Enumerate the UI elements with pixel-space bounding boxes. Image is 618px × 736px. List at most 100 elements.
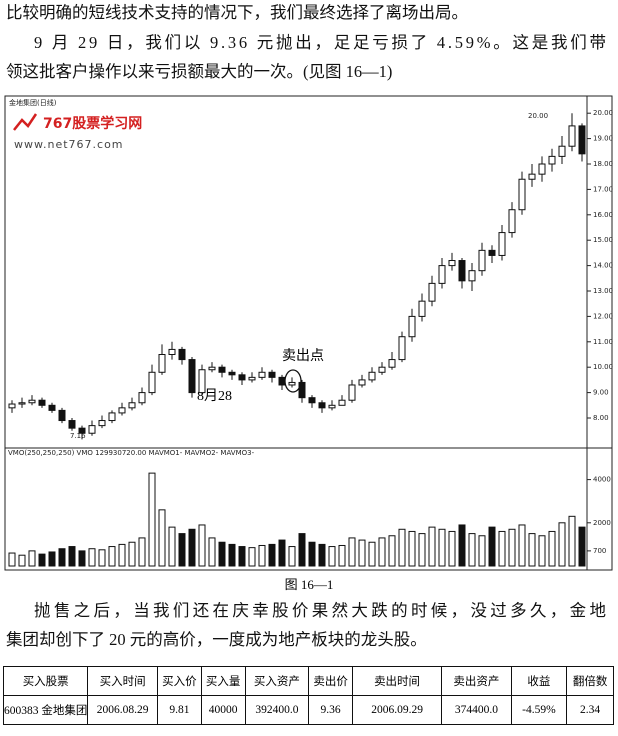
candle-body	[308, 397, 316, 404]
v-tick-label: 2000	[593, 519, 611, 527]
volume-bar	[108, 546, 116, 567]
y-tick-label: 12.00	[593, 312, 613, 320]
y-tick-label: 15.00	[593, 236, 613, 244]
volume-bar	[188, 528, 196, 567]
table-cell: -4.59%	[510, 695, 568, 725]
candle-body	[298, 381, 306, 399]
table-cell: 买入资产	[244, 666, 310, 696]
candle-body	[488, 249, 496, 256]
candle-body	[148, 371, 156, 394]
v-tick-label: 700	[593, 547, 606, 555]
table-cell: 买入股票	[2, 666, 89, 696]
volume-bar	[458, 524, 466, 567]
candle-body	[18, 402, 26, 405]
sell-label: 卖出点	[282, 348, 324, 364]
volume-bar	[518, 524, 526, 567]
volume-bar	[478, 535, 486, 567]
candle-body	[78, 427, 86, 434]
volume-bar	[38, 553, 46, 567]
candle-body	[418, 300, 426, 317]
volume-bar	[158, 509, 166, 567]
volume-bar	[558, 522, 566, 567]
high-label: 20.00	[528, 112, 548, 120]
volume-bar	[298, 533, 306, 567]
candle-body	[408, 315, 416, 338]
chart-frame	[4, 95, 613, 571]
volume-bar	[548, 530, 556, 567]
volume-bar	[398, 528, 406, 567]
table-cell: 收益	[510, 666, 568, 696]
y-tick-label: 8.00	[593, 414, 609, 422]
volume-bar	[218, 541, 226, 567]
candle-body	[428, 282, 436, 302]
volume-bar	[148, 472, 156, 567]
date-label: 8月28	[197, 388, 232, 404]
volume-bar	[288, 546, 296, 567]
volume-bar	[368, 541, 376, 567]
candle-body	[118, 407, 126, 414]
volume-bar	[198, 524, 206, 567]
table-cell: 买入价	[156, 666, 202, 696]
candle-body	[238, 374, 246, 381]
y-tick-label: 11.00	[593, 338, 613, 346]
candle-body	[38, 399, 46, 406]
candle-body	[558, 145, 566, 157]
candle-body	[358, 379, 366, 386]
y-tick-label: 19.00	[593, 135, 613, 143]
volume-bar	[468, 533, 476, 567]
table-cell: 卖出价	[308, 666, 353, 696]
candle-body	[268, 371, 276, 378]
table-cell: 2.34	[566, 695, 614, 725]
candle-body	[328, 404, 336, 409]
volume-title: VMO(250,250,250) VMO 129930720.00 MAVMO1…	[8, 449, 255, 457]
document: 金地集团(日线) 767股票学习网 www.net767.com 20.00 7…	[4, 3, 613, 649]
volume-bar	[88, 548, 96, 567]
candle-body	[398, 336, 406, 361]
volume-bar	[488, 526, 496, 567]
volume-bar	[568, 515, 576, 567]
candle-body	[48, 404, 56, 411]
logo-icon	[13, 113, 38, 131]
y-tick-label: 10.00	[593, 363, 613, 371]
table-cell: 392400.0	[244, 695, 310, 725]
table-cell: 600383 金地集团	[2, 695, 89, 725]
volume-bar	[208, 537, 216, 567]
candle-body	[248, 376, 256, 381]
paragraph-line: 集团却创下了 20 元的高价，一度成为地产板块的龙头股。	[6, 630, 427, 649]
candle-body	[578, 125, 586, 155]
candle-body	[98, 420, 106, 427]
volume-bar	[178, 533, 186, 567]
volume-bar	[138, 537, 146, 567]
y-tick-label: 14.00	[593, 262, 613, 270]
volume-bar	[498, 530, 506, 567]
volume-bar	[128, 541, 136, 567]
volume-bar	[48, 551, 56, 567]
volume-bar	[228, 543, 236, 567]
table-cell: 9.36	[308, 695, 353, 725]
candle-body	[538, 163, 546, 175]
paragraph-line: 抛售之后，当我们还在庆幸股价果然大跌的时候，没过多久，金地	[34, 601, 606, 620]
candle-body	[338, 399, 346, 406]
volume-bar	[118, 543, 126, 567]
volume-bar	[448, 530, 456, 567]
candle-body	[518, 178, 526, 211]
volume-bar	[168, 526, 176, 567]
candle-body	[208, 366, 216, 371]
candle-body	[168, 348, 176, 356]
candle-body	[198, 369, 206, 394]
table-cell: 2006.08.29	[87, 695, 158, 725]
table-cell: 9.81	[156, 695, 202, 725]
volume-bar	[378, 537, 386, 567]
candle-body	[368, 371, 376, 381]
volume-bar	[308, 541, 316, 567]
table-row: 买入股票 买入时间 买入价 买入量 买入资产 卖出价 卖出时间 卖出资产 收益 翻倍数	[2, 666, 614, 696]
volume-bar	[578, 526, 586, 567]
watermark: 767股票学习网	[43, 115, 142, 132]
volume-bar	[268, 543, 276, 567]
candle-body	[158, 354, 166, 373]
volume-bar	[538, 535, 546, 567]
candle-body	[288, 381, 296, 386]
candle-body	[478, 249, 486, 272]
candle-body	[438, 265, 446, 284]
